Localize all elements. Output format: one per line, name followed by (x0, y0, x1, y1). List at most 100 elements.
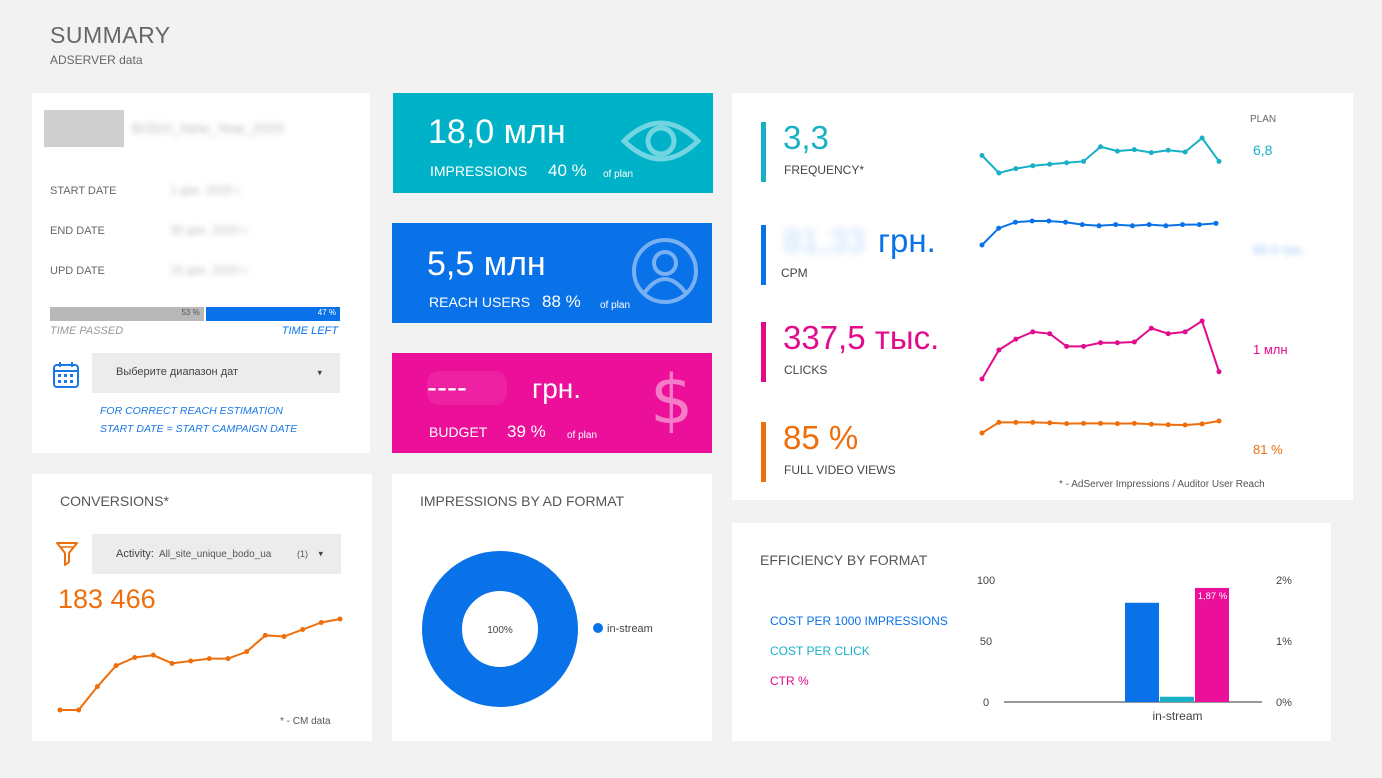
cpm-sparkline-point (1113, 222, 1119, 228)
cpm-sparkline-point (1029, 218, 1035, 224)
date-range-dropdown[interactable]: Выберите диапазон дат ▾ (92, 353, 340, 393)
frequency-sparkline-point (1013, 166, 1019, 172)
clicks-sparkline-point (1047, 331, 1053, 337)
campaign-logo (44, 110, 124, 147)
conversions-sparkline-point (76, 707, 82, 713)
time-passed-pct: 53 % (181, 308, 200, 317)
frequency-plan: 6,8 (1253, 142, 1273, 158)
conversions-sparkline-point (206, 656, 212, 662)
user-icon (630, 236, 700, 311)
conversions-sparkline-point (150, 652, 156, 658)
right-axis-tick: 1% (1276, 636, 1292, 648)
cpm-plan: 80,0 грн. (1253, 242, 1305, 257)
vtr-sparkline-point (1216, 418, 1222, 424)
start-date-label: START DATE (50, 185, 117, 197)
vtr-accent (761, 422, 766, 482)
cpm-sparkline-point (1180, 222, 1186, 228)
cpm-sparkline-point (1063, 219, 1069, 225)
frequency-sparkline-point (996, 170, 1002, 176)
conversions-sparkline-point (113, 663, 119, 669)
dollar-icon: $ (650, 361, 694, 440)
conversions-sparkline-point (262, 632, 268, 638)
budget-value: ---- (427, 371, 507, 405)
conversions-sparkline-point (300, 627, 306, 632)
frequency-sparkline-point (1064, 160, 1070, 166)
cpm-sparkline-point (1146, 222, 1152, 228)
clicks-sparkline-point (1216, 369, 1222, 375)
reach-pct: 88 % (542, 292, 581, 311)
cpm-sparkline-point (1196, 222, 1202, 228)
time-passed-fill: 53 % (50, 307, 204, 321)
campaign-name: BODO_New_Year_2020 (132, 120, 285, 136)
vtr-plan: 81 % (1253, 442, 1283, 457)
conversions-sparkline-point (318, 620, 324, 625)
page-title: SUMMARY (50, 22, 171, 48)
chevron-down-icon: ▾ (318, 548, 323, 559)
cpm-value: 81,33 (783, 222, 866, 259)
activity-value: All_site_unique_bodo_ua (159, 549, 272, 560)
vtr-sparkline-point (1098, 420, 1103, 426)
clicks-value: 337,5 тыс. (783, 319, 940, 356)
frequency-accent (761, 122, 766, 182)
conversions-sparkline-point (337, 616, 343, 622)
conversions-total: 183 466 (58, 584, 156, 614)
time-progress-bar: 53 % 47 % (50, 307, 340, 321)
clicks-sparkline-point (1030, 329, 1036, 335)
impressions-tile: 18,0 млн IMPRESSIONS 40 % of plan (393, 93, 713, 193)
cpm-sparkline-point (1129, 223, 1135, 229)
reach-value: 5,5 млн (427, 245, 546, 283)
frequency-sparkline-point (1081, 158, 1087, 164)
right-axis-tick: 2% (1276, 575, 1292, 587)
activity-dropdown[interactable]: Activity: All_site_unique_bodo_ua (1) ▾ (92, 534, 341, 574)
clicks-sparkline-point (1013, 336, 1019, 342)
conversions-sparkline-point (132, 655, 138, 660)
clicks-sparkline-point (1081, 343, 1087, 349)
impressions-value: 18,0 млн (428, 113, 566, 151)
activity-count: (1) (297, 549, 308, 559)
ad-format-card: IMPRESSIONS BY AD FORMAT 100% in-stream (392, 474, 712, 741)
eye-icon (620, 111, 702, 176)
vtr-sparkline-point (1047, 420, 1053, 426)
time-left-label: TIME LEFT (281, 325, 338, 337)
donut-slice-in-stream (422, 551, 578, 707)
upd-date-value: 15 дек. 2020 г. (170, 263, 249, 277)
cpm-sparkline-point (1046, 218, 1052, 224)
ad-format-donut: 100% in-stream (422, 551, 653, 707)
frequency-sparkline-point (1182, 149, 1188, 155)
clicks-sparkline-point (1165, 331, 1171, 337)
frequency-sparkline-point (1131, 147, 1137, 153)
chevron-down-icon: ▾ (317, 367, 322, 378)
metrics-card: PLAN 3,3 FREQUENCY* 6,8 81,33 грн. CPM 8… (732, 93, 1353, 500)
legend-ctr: CTR % (770, 674, 809, 688)
ad-format-title: IMPRESSIONS BY AD FORMAT (420, 493, 625, 509)
frequency-sparkline-point (1030, 163, 1036, 169)
reach-label: REACH USERS (429, 294, 531, 310)
page-subtitle: ADSERVER data (50, 53, 143, 67)
reach-of-plan: of plan (600, 300, 631, 311)
efficiency-card: EFFICIENCY BY FORMAT COST PER 1000 IMPRE… (732, 523, 1331, 741)
frequency-label: FREQUENCY* (784, 163, 865, 177)
vtr-sparkline-point (1131, 420, 1137, 426)
legend-cpc: COST PER CLICK (770, 644, 870, 658)
clicks-sparkline-point (996, 347, 1002, 353)
clicks-sparkline-point (1064, 343, 1070, 349)
conversions-sparkline-line (60, 618, 341, 711)
impressions-of-plan: of plan (603, 169, 634, 180)
conversions-sparkline (57, 616, 343, 713)
conversions-sparkline-point (188, 658, 194, 664)
cpm-sparkline-point (1096, 223, 1102, 229)
activity-label: Activity: (116, 548, 154, 560)
vtr-sparkline-point (1165, 422, 1171, 428)
efficiency-title: EFFICIENCY BY FORMAT (760, 552, 928, 568)
clicks-sparkline-point (979, 376, 985, 382)
vtr-value: 85 % (783, 419, 859, 456)
conversions-sparkline-point (94, 684, 100, 690)
cpm-sparkline-point (1163, 223, 1169, 229)
frequency-sparkline-point (1216, 158, 1222, 164)
reach-note-line1: FOR CORRECT REACH ESTIMATION (100, 405, 283, 417)
time-left-pct: 47 % (317, 308, 336, 317)
time-passed-label: TIME PASSED (50, 325, 124, 337)
impressions-label: IMPRESSIONS (430, 163, 528, 179)
vtr-sparkline-point (1199, 421, 1205, 427)
vtr-sparkline-point (1064, 421, 1070, 427)
